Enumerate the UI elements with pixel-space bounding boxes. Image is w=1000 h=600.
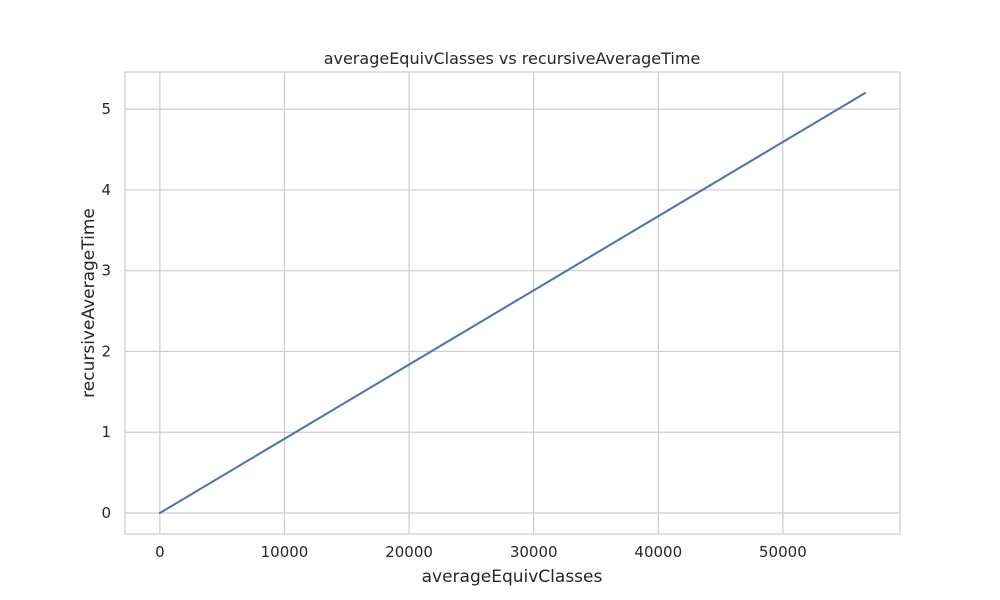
plot-frame xyxy=(124,71,901,535)
grid-lines xyxy=(125,72,900,534)
y-tick-label: 5 xyxy=(101,100,111,118)
x-tick-label: 10000 xyxy=(261,543,309,561)
x-tick-labels: 0 10000 20000 30000 40000 50000 xyxy=(155,543,807,561)
y-tick-label: 0 xyxy=(101,504,111,522)
x-axis-label: averageEquivClasses xyxy=(422,567,603,587)
y-axis-label: recursiveAverageTime xyxy=(79,208,99,398)
chart-title: averageEquivClasses vs recursiveAverageT… xyxy=(324,49,701,68)
x-tick-label: 0 xyxy=(155,543,165,561)
y-tick-labels: 0 1 2 3 4 5 xyxy=(101,100,111,522)
series-line xyxy=(158,92,867,514)
x-tick-label: 40000 xyxy=(634,543,682,561)
series-layer xyxy=(158,92,867,514)
y-tick-label: 2 xyxy=(101,342,111,360)
x-tick-label: 20000 xyxy=(385,543,433,561)
y-tick-label: 1 xyxy=(101,423,111,441)
y-tick-label: 4 xyxy=(101,181,111,199)
x-tick-label: 30000 xyxy=(510,543,558,561)
x-tick-label: 50000 xyxy=(759,543,807,561)
y-tick-label: 3 xyxy=(101,262,111,280)
